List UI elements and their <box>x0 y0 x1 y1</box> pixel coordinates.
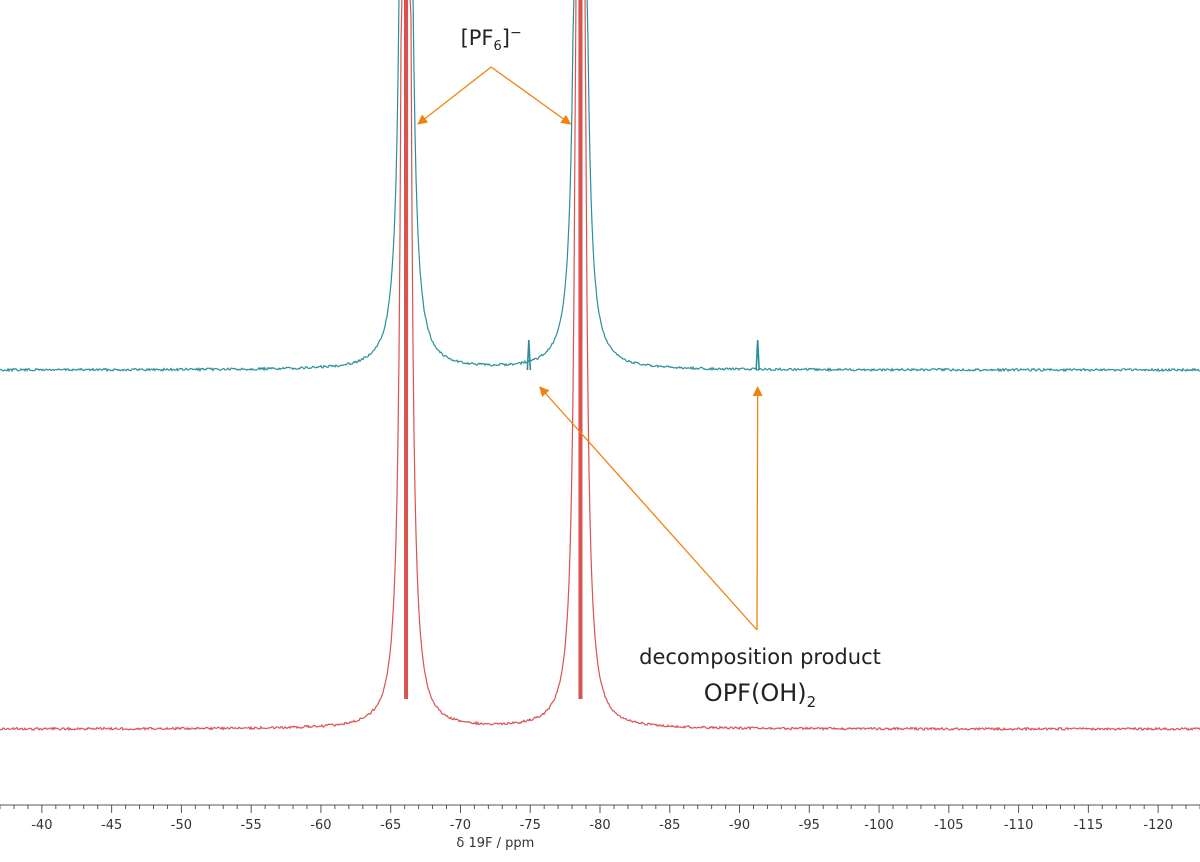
spectrum-line <box>0 0 1200 373</box>
pf6-label-sup: − <box>510 25 522 41</box>
x-tick-label: -100 <box>864 818 894 833</box>
x-tick-label: -75 <box>520 818 541 833</box>
x-tick-label: -105 <box>934 818 964 833</box>
small-peak <box>526 339 532 371</box>
x-tick-label: -90 <box>729 818 750 833</box>
x-tick-label: -40 <box>31 818 52 833</box>
annotations: [PF6]− decomposition product OPF(OH)2 <box>417 25 881 711</box>
x-tick-label: -95 <box>799 818 820 833</box>
spectrum-trace-2 <box>0 0 1200 732</box>
pf6-label: [PF6]− <box>461 25 522 54</box>
decomposition-arrow <box>752 386 763 631</box>
x-tick-label: -110 <box>1004 818 1034 833</box>
x-tick-label: -45 <box>101 818 122 833</box>
x-tick-label: -120 <box>1143 818 1173 833</box>
spectrum-line <box>0 0 1200 732</box>
x-tick-label: -85 <box>659 818 680 833</box>
pf6-arrows <box>417 66 572 125</box>
decomposition-arrow <box>539 386 758 631</box>
x-axis: -40 -45 -50 -55 -60 -65 -70 -75 -80 -85 -90 -95 -100… <box>0 804 1200 851</box>
decomposition-formula: OPF(OH)2 <box>704 679 816 711</box>
pf6-arrow <box>490 66 572 125</box>
pf6-label-tail: ] <box>502 26 510 50</box>
pf6-arrow <box>417 66 492 125</box>
decomposition-label: decomposition product <box>639 645 881 669</box>
x-tick-label: -80 <box>589 818 610 833</box>
decomposition-formula-main: OPF(OH) <box>704 679 807 707</box>
x-tick-label: -115 <box>1074 818 1104 833</box>
x-axis-title: δ 19F / ppm <box>456 836 534 851</box>
x-tick-label: -65 <box>380 818 401 833</box>
pf6-label-sub: 6 <box>494 39 502 54</box>
x-tick-label: -50 <box>171 818 192 833</box>
spectrum-trace-1 <box>0 0 1200 373</box>
decomposition-formula-sub: 2 <box>807 693 817 711</box>
x-tick-label: -70 <box>450 818 471 833</box>
x-tick-label: -55 <box>241 818 262 833</box>
x-tick-label: -60 <box>310 818 331 833</box>
small-peak <box>755 339 760 371</box>
pf6-label-main: [PF <box>461 26 494 50</box>
decomposition-arrows <box>539 386 763 631</box>
x-axis-ticks: -40 -45 -50 -55 -60 -65 -70 -75 -80 -85 -90 -95 -100… <box>0 805 1200 833</box>
spectra <box>0 0 1200 732</box>
